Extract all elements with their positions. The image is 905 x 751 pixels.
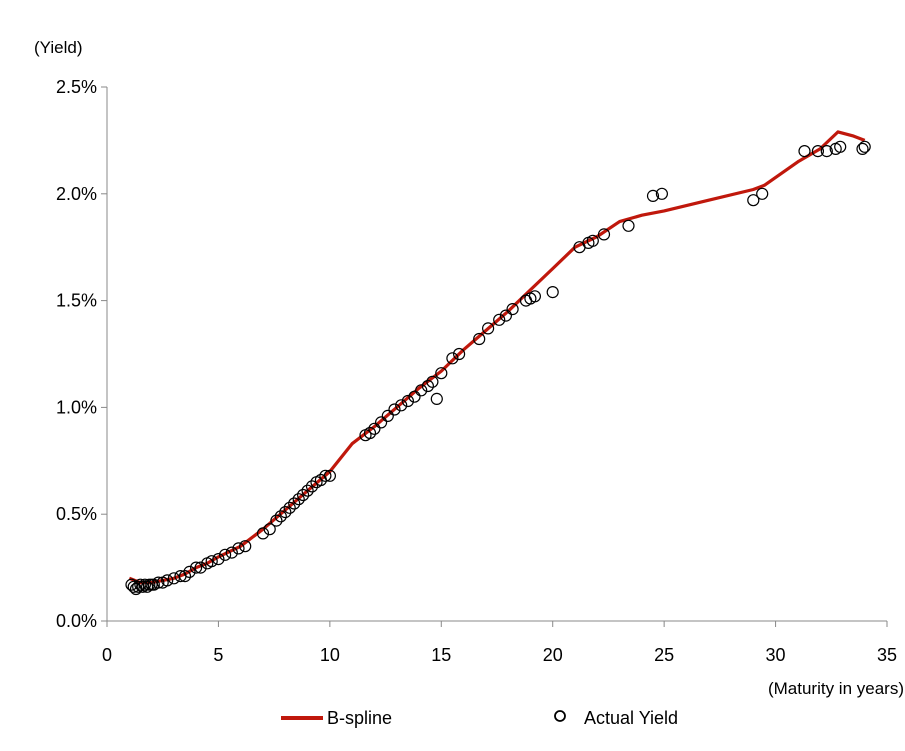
actual-yield-point	[493, 313, 506, 326]
actual-yield-point	[435, 367, 448, 380]
actual-yield-point	[194, 561, 207, 574]
actual-yield-point	[279, 505, 292, 519]
y-tick-label: 0.0%	[56, 611, 97, 631]
x-tick-label: 10	[320, 645, 340, 665]
actual-yield-point	[232, 542, 245, 555]
series-layer	[125, 130, 871, 596]
y-tick-label: 2.0%	[56, 184, 97, 204]
x-tick-label: 25	[654, 645, 674, 665]
actual-yield-point	[239, 540, 252, 553]
x-tick-label: 35	[877, 645, 897, 665]
actual-yield-point	[756, 187, 769, 200]
actual-yield-point	[834, 140, 847, 153]
y-axis-ticks: 0.0% 0.5% 1.0% 1.5% 2.0% 2.5%	[56, 77, 107, 631]
x-tick-label: 15	[431, 645, 451, 665]
actual-yield-point	[655, 187, 669, 200]
actual-yield-point	[323, 469, 336, 482]
x-axis-ticks: 0 5 10 15 20 25 30 35	[102, 621, 897, 665]
actual-yield-point	[205, 555, 218, 568]
b-spline-line	[128, 130, 866, 585]
actual-yield-point	[586, 234, 599, 247]
actual-yield-point	[381, 409, 394, 422]
actual-yield-point	[161, 574, 174, 587]
actual-yield-point	[856, 142, 869, 155]
x-axis-title: (Maturity in years)	[768, 679, 904, 698]
actual-yield-point	[152, 576, 165, 589]
legend: B-spline Actual Yield	[281, 708, 678, 728]
actual-yield-point	[798, 145, 811, 158]
actual-yield-point	[274, 510, 287, 523]
y-tick-label: 0.5%	[56, 504, 97, 524]
actual-yield-point	[528, 290, 542, 303]
actual-yield-point	[297, 488, 310, 502]
actual-yield-point	[622, 219, 635, 232]
actual-yield-point	[388, 403, 401, 416]
actual-yield-point	[283, 501, 296, 514]
actual-yield-point	[363, 426, 377, 440]
actual-yield-point	[473, 332, 486, 346]
actual-yield-point	[453, 347, 466, 361]
actual-yield-point	[858, 140, 871, 153]
actual-yield-point	[426, 375, 439, 388]
actual-yield-point	[820, 145, 833, 158]
actual-yield-point	[395, 399, 408, 412]
x-tick-label: 20	[543, 645, 563, 665]
actual-yield-point	[212, 552, 225, 566]
actual-yield-point	[288, 497, 301, 510]
actual-yield-point	[219, 548, 232, 561]
actual-yield-point	[368, 422, 381, 435]
actual-yield-point	[263, 523, 276, 536]
actual-yield-point	[319, 469, 332, 482]
actual-yield-point	[375, 416, 388, 429]
actual-yield-point	[301, 484, 314, 497]
actual-yield-point	[256, 527, 270, 540]
legend-actual-yield-swatch	[554, 710, 566, 722]
x-tick-label: 0	[102, 645, 112, 665]
actual-yield-point	[225, 546, 238, 559]
actual-yield-point	[430, 392, 443, 405]
actual-yield-point	[597, 228, 611, 241]
y-tick-label: 1.5%	[56, 291, 97, 311]
actual-yield-point	[408, 390, 421, 403]
actual-yield-point	[546, 286, 559, 299]
actual-yield-point	[415, 384, 428, 397]
y-tick-label: 1.0%	[56, 397, 97, 417]
y-tick-label: 2.5%	[56, 77, 97, 97]
actual-yield-point	[506, 303, 519, 316]
actual-yield-point	[190, 561, 203, 574]
legend-b-spline-label: B-spline	[327, 708, 392, 728]
actual-yield-point	[811, 145, 825, 158]
x-tick-label: 30	[766, 645, 786, 665]
legend-actual-yield-label: Actual Yield	[584, 708, 678, 728]
actual-yield-point	[499, 309, 512, 322]
actual-yield-point	[138, 578, 151, 591]
actual-yield-point	[178, 569, 192, 583]
actual-yield-point	[482, 322, 495, 335]
actual-yield-point	[421, 379, 434, 393]
actual-yield-point	[401, 394, 414, 408]
y-axis-title: (Yield)	[34, 38, 83, 57]
actual-yield-point	[292, 493, 305, 506]
actual-yield-point	[183, 565, 196, 579]
actual-yield-point	[747, 194, 760, 207]
x-tick-label: 5	[213, 645, 223, 665]
actual-yield-point	[270, 514, 283, 527]
actual-yield-point	[305, 480, 319, 493]
plot-area: 0.0% 0.5% 1.0% 1.5% 2.0% 2.5% 0 5 10 15 20 25 30 35	[56, 77, 897, 665]
actual-yield-point	[646, 189, 660, 202]
actual-yield-point	[446, 352, 459, 365]
